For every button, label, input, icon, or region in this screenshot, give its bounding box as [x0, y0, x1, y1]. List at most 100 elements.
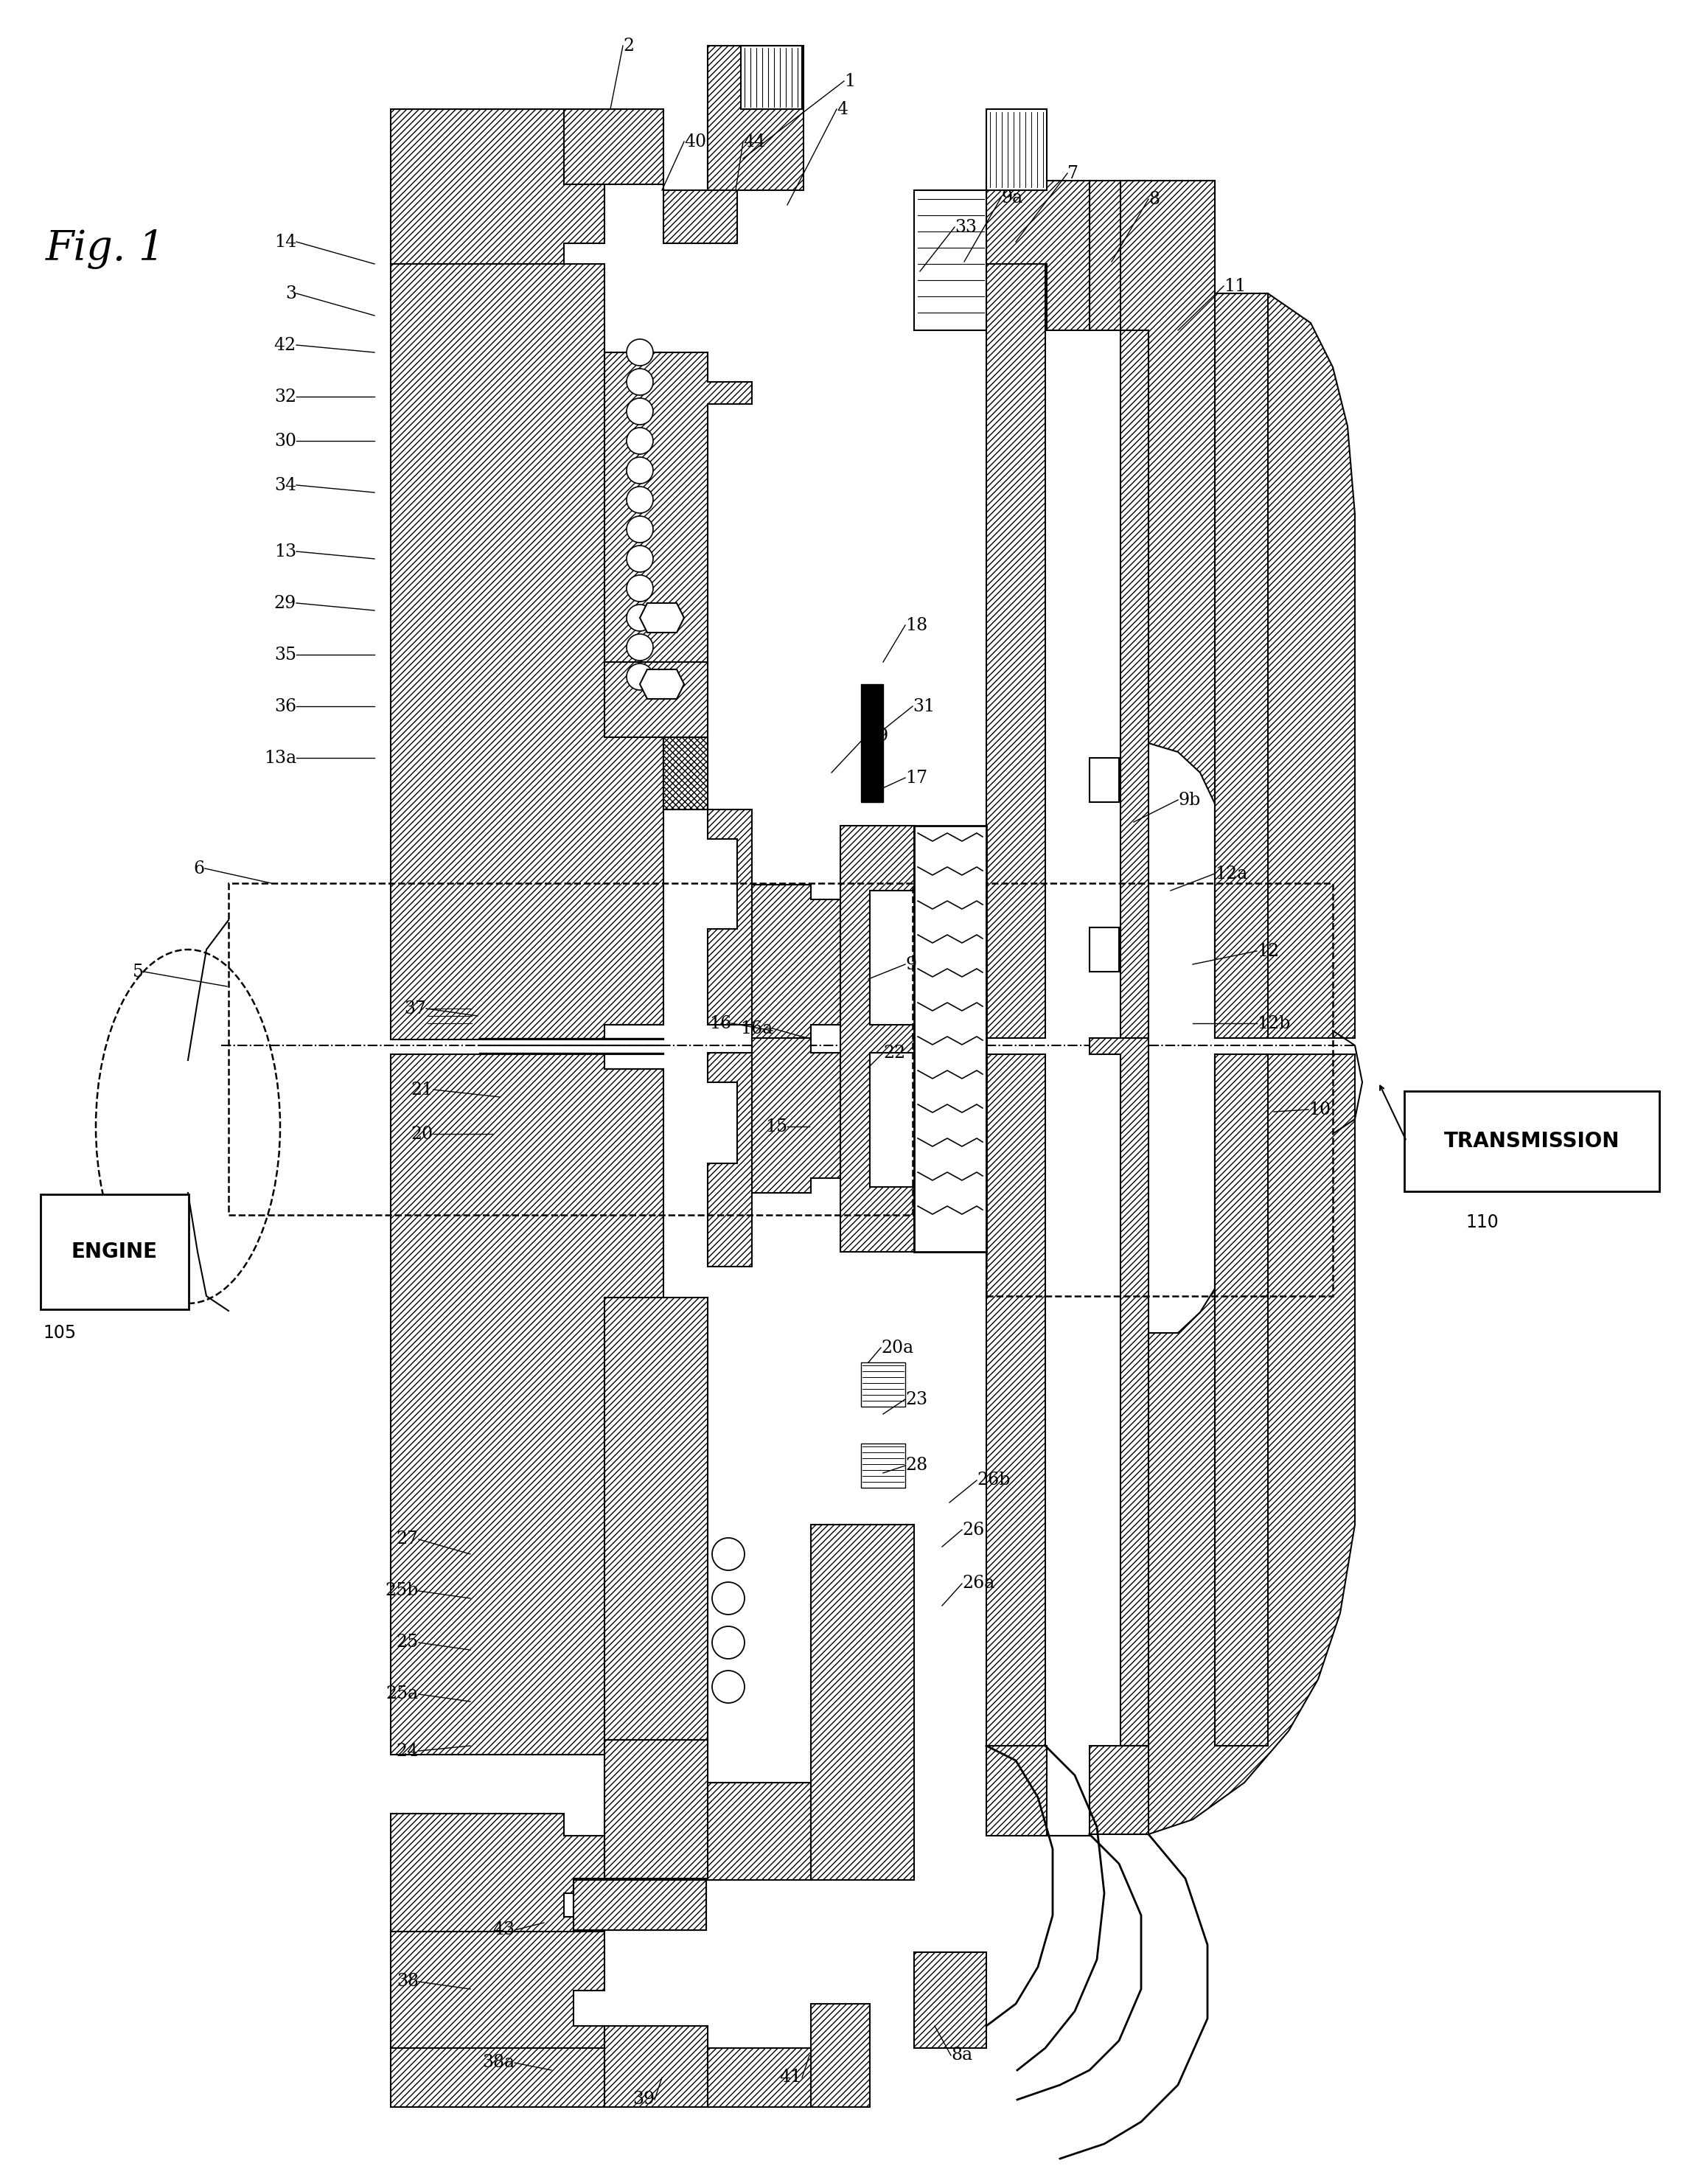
Text: 25a: 25a	[386, 1685, 418, 1702]
Text: 28: 28	[905, 1458, 927, 1475]
Text: 8a: 8a	[951, 2047, 972, 2064]
Polygon shape	[986, 1055, 1045, 1746]
Polygon shape	[391, 1813, 605, 1932]
Bar	[1090, 927, 1119, 973]
Polygon shape	[640, 669, 685, 700]
Polygon shape	[707, 1053, 811, 1267]
Text: 12a: 12a	[1214, 864, 1247, 882]
Polygon shape	[986, 180, 1090, 329]
Polygon shape	[605, 1297, 707, 1739]
Text: 110: 110	[1465, 1213, 1498, 1230]
Text: 40: 40	[685, 132, 707, 149]
Polygon shape	[391, 1932, 605, 2049]
Circle shape	[627, 574, 652, 602]
Text: 4: 4	[837, 100, 847, 117]
Polygon shape	[605, 663, 707, 810]
Text: 5: 5	[133, 964, 143, 981]
Text: 13a: 13a	[263, 749, 297, 767]
Text: 20a: 20a	[881, 1339, 914, 1356]
Text: 15: 15	[765, 1118, 787, 1135]
Text: 16a: 16a	[740, 1020, 772, 1038]
Polygon shape	[811, 2004, 869, 2108]
Polygon shape	[605, 353, 752, 663]
Text: 7: 7	[1068, 165, 1078, 182]
Bar	[986, 108, 1047, 191]
Polygon shape	[811, 1525, 914, 1880]
Circle shape	[627, 516, 652, 544]
Text: 13: 13	[273, 544, 297, 561]
Circle shape	[627, 399, 652, 425]
Polygon shape	[1090, 1038, 1148, 1746]
Text: 38a: 38a	[482, 2053, 514, 2071]
Text: 12: 12	[1257, 942, 1279, 960]
Text: 20: 20	[412, 1126, 434, 1141]
Text: 9a: 9a	[1001, 188, 1023, 206]
Polygon shape	[1214, 292, 1267, 1038]
Polygon shape	[564, 108, 738, 243]
Bar	[1090, 758, 1119, 801]
Text: 42: 42	[273, 336, 297, 353]
Text: 16: 16	[709, 1016, 731, 1031]
Polygon shape	[752, 1038, 840, 1193]
Text: 41: 41	[781, 2069, 803, 2086]
Polygon shape	[986, 264, 1045, 1038]
Text: 2: 2	[623, 37, 634, 54]
Text: 25b: 25b	[386, 1583, 418, 1599]
Text: 3: 3	[285, 286, 297, 301]
Polygon shape	[663, 736, 707, 810]
Text: 6: 6	[193, 860, 205, 877]
Text: 37: 37	[405, 1001, 425, 1018]
Text: 23: 23	[905, 1391, 927, 1408]
Circle shape	[712, 1581, 745, 1614]
Text: 8: 8	[1148, 191, 1160, 208]
Circle shape	[627, 368, 652, 394]
Polygon shape	[574, 1878, 705, 1930]
Text: ENGINE: ENGINE	[72, 1241, 157, 1263]
Bar	[707, 2049, 811, 2108]
Text: 22: 22	[883, 1044, 905, 1061]
Text: 19: 19	[866, 728, 888, 745]
Bar	[741, 45, 803, 108]
Polygon shape	[1120, 180, 1354, 1038]
Text: 14: 14	[273, 234, 297, 251]
Circle shape	[627, 487, 652, 513]
Text: 18: 18	[905, 617, 927, 635]
Text: 17: 17	[905, 769, 927, 786]
Text: 29: 29	[273, 596, 297, 611]
Text: 10: 10	[1308, 1100, 1331, 1118]
Text: 44: 44	[743, 132, 765, 149]
Circle shape	[627, 340, 652, 366]
Text: 30: 30	[275, 433, 297, 448]
Polygon shape	[707, 45, 803, 191]
Text: 11: 11	[1223, 277, 1245, 295]
FancyBboxPatch shape	[41, 1193, 188, 1308]
Circle shape	[712, 1670, 745, 1702]
Text: 34: 34	[273, 477, 297, 494]
Text: 36: 36	[273, 697, 297, 715]
Polygon shape	[840, 825, 914, 1252]
Polygon shape	[1120, 1055, 1354, 1835]
Polygon shape	[752, 884, 840, 1040]
Circle shape	[712, 1627, 745, 1659]
Circle shape	[627, 635, 652, 661]
Polygon shape	[605, 1739, 752, 1880]
Polygon shape	[1214, 1055, 1267, 1746]
Text: 105: 105	[43, 1323, 77, 1341]
Bar	[229, 884, 912, 1215]
Bar	[861, 1443, 905, 1488]
Polygon shape	[640, 602, 685, 632]
Bar	[574, 1880, 705, 1930]
Polygon shape	[1090, 180, 1148, 1038]
Polygon shape	[391, 108, 605, 264]
Polygon shape	[707, 810, 811, 1025]
Text: 25: 25	[396, 1633, 418, 1650]
Text: 31: 31	[912, 697, 934, 715]
Text: 21: 21	[412, 1081, 434, 1098]
Circle shape	[627, 604, 652, 630]
Bar	[861, 1362, 905, 1406]
Polygon shape	[986, 1746, 1148, 1837]
Bar	[861, 684, 883, 801]
Circle shape	[627, 663, 652, 691]
Circle shape	[627, 457, 652, 483]
Text: 38: 38	[396, 1973, 418, 1991]
